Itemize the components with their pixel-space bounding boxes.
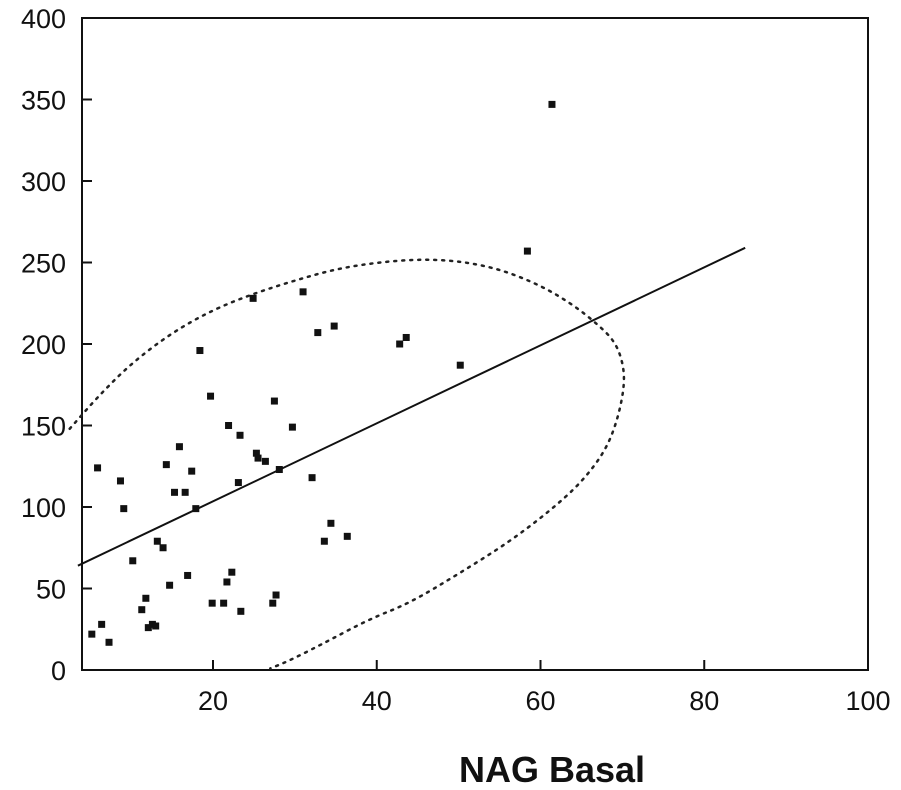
data-point [196,347,204,355]
y-tick-label: 100 [21,493,66,523]
data-point [523,247,531,255]
x-tick-label: 100 [845,686,890,716]
data-point [153,537,161,545]
data-point [98,620,106,628]
confidence-ellipse [68,258,626,670]
y-tick-label: 400 [21,4,66,34]
y-tick-label: 50 [36,575,66,605]
data-point [402,333,410,341]
x-tick-label: 40 [362,686,392,716]
data-point [220,599,228,607]
data-point [225,422,233,429]
data-point [275,466,283,474]
y-tick-label: 0 [51,656,66,686]
y-tick-label: 200 [21,330,66,360]
data-point [288,423,296,431]
x-tick-marks [212,660,706,670]
data-point [120,505,128,513]
y-tick-label: 350 [21,86,66,116]
data-point [166,581,174,589]
data-point [236,431,244,439]
y-tick-marks [82,17,92,671]
data-point [208,599,216,607]
data-point [142,594,150,602]
data-point [94,464,102,472]
data-points [88,100,556,646]
data-point [116,477,124,485]
data-point [270,397,278,405]
data-point [184,571,192,579]
y-tick-label: 250 [21,249,66,279]
data-point [162,461,170,469]
data-point [343,532,351,540]
data-point [261,457,269,465]
data-point [175,443,183,451]
data-point [105,638,113,646]
data-point [308,474,316,482]
data-point [88,630,96,638]
x-tick-label: 20 [198,686,228,716]
plot-frame [81,17,869,671]
data-point [456,361,464,369]
data-point [252,449,260,457]
y-tick-labels: 0 50 100 150 200 250 300 350 400 [21,4,66,686]
data-point [228,568,236,576]
data-point [223,578,231,586]
data-point [207,392,215,400]
y-tick-label: 300 [21,167,66,197]
data-point [320,537,328,545]
data-point [327,519,335,527]
data-point [234,479,242,487]
data-point [171,488,179,496]
data-point [181,488,189,496]
x-tick-label: 80 [689,686,719,716]
data-point [188,467,196,475]
data-point [129,557,137,565]
x-tick-label: 60 [525,686,555,716]
data-point [254,454,262,462]
data-point [159,544,167,552]
data-point [144,624,152,632]
x-tick-labels: 20 40 60 80 100 [198,686,891,716]
y-tick-label: 150 [21,412,66,442]
x-axis-title: NAG Basal [459,749,645,785]
data-point [548,100,556,108]
data-point [237,607,245,615]
data-point [272,591,280,599]
data-point [152,622,160,630]
data-point [192,505,200,513]
data-point [138,606,146,614]
data-point [314,329,322,337]
data-point [249,294,257,302]
data-point [396,340,404,348]
data-point [269,599,277,607]
data-point [330,322,338,330]
data-point [299,288,307,296]
regression-line [77,246,746,567]
